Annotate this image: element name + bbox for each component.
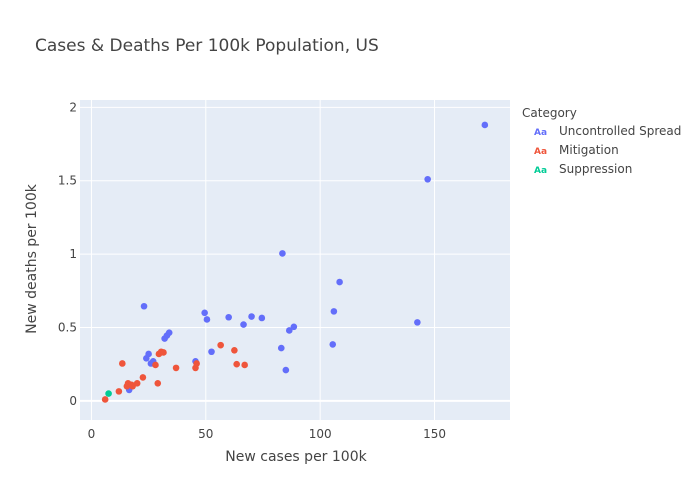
plot-area xyxy=(80,100,510,420)
legend-symbol[interactable]: Aa xyxy=(534,147,547,157)
data-point[interactable] xyxy=(285,327,293,334)
data-point[interactable] xyxy=(217,341,224,349)
y-tick-label: 1 xyxy=(69,247,77,261)
data-point[interactable] xyxy=(115,388,123,395)
data-point[interactable] xyxy=(225,313,232,321)
y-axis-label: New deaths per 100k xyxy=(24,183,40,334)
x-tick-label: 0 xyxy=(88,427,96,441)
data-point[interactable] xyxy=(119,360,126,367)
legend-symbol[interactable]: Aa xyxy=(534,128,547,138)
data-point[interactable] xyxy=(105,390,112,397)
y-axis-ticks: 0 0.5 1 1.5 2 xyxy=(58,100,77,408)
data-point[interactable] xyxy=(165,329,173,336)
data-point[interactable] xyxy=(233,360,240,368)
data-point[interactable] xyxy=(481,121,489,129)
legend: Category Aa Uncontrolled Spread Aa Mitigati… xyxy=(522,106,681,176)
legend-symbol[interactable]: Aa xyxy=(534,166,547,176)
data-point[interactable] xyxy=(290,323,298,331)
y-tick-label: 0 xyxy=(69,394,77,408)
x-axis-label: New cases per 100k xyxy=(225,449,367,465)
data-point[interactable] xyxy=(330,308,338,315)
data-point[interactable] xyxy=(208,348,215,356)
y-tick-label: 2 xyxy=(69,100,77,114)
x-tick-label: 50 xyxy=(198,427,213,441)
data-point[interactable] xyxy=(231,346,238,354)
data-point[interactable] xyxy=(193,360,200,367)
chart-title: Cases & Deaths Per 100k Population, US xyxy=(35,36,379,56)
legend-item-label[interactable]: Mitigation xyxy=(559,143,619,157)
data-point[interactable] xyxy=(240,321,247,328)
data-point[interactable] xyxy=(248,313,255,320)
x-tick-label: 100 xyxy=(309,427,332,441)
legend-item-label[interactable]: Suppression xyxy=(559,162,632,176)
data-point[interactable] xyxy=(414,319,421,326)
data-point[interactable] xyxy=(160,349,167,356)
data-point[interactable] xyxy=(152,361,159,369)
data-point[interactable] xyxy=(424,175,431,183)
data-points xyxy=(101,121,489,403)
data-point[interactable] xyxy=(241,361,248,369)
data-point[interactable] xyxy=(140,302,148,310)
legend-item-label[interactable]: Uncontrolled Spread xyxy=(559,124,681,138)
data-point[interactable] xyxy=(145,350,152,358)
x-axis-ticks: 0 50 100 150 xyxy=(88,427,446,441)
data-point[interactable] xyxy=(101,396,109,403)
data-point[interactable] xyxy=(172,364,180,372)
data-point[interactable] xyxy=(133,380,141,387)
data-point[interactable] xyxy=(279,250,286,257)
data-point[interactable] xyxy=(336,278,343,286)
data-point[interactable] xyxy=(203,316,211,323)
data-point[interactable] xyxy=(329,341,337,348)
data-point[interactable] xyxy=(139,374,147,381)
data-point[interactable] xyxy=(201,309,208,317)
data-point[interactable] xyxy=(282,366,290,374)
legend-title: Category xyxy=(522,106,577,120)
data-point[interactable] xyxy=(154,380,162,387)
x-tick-label: 150 xyxy=(423,427,446,441)
data-point[interactable] xyxy=(277,344,285,352)
data-point[interactable] xyxy=(258,314,266,322)
y-tick-label: 0.5 xyxy=(58,321,77,335)
y-tick-label: 1.5 xyxy=(58,174,77,188)
